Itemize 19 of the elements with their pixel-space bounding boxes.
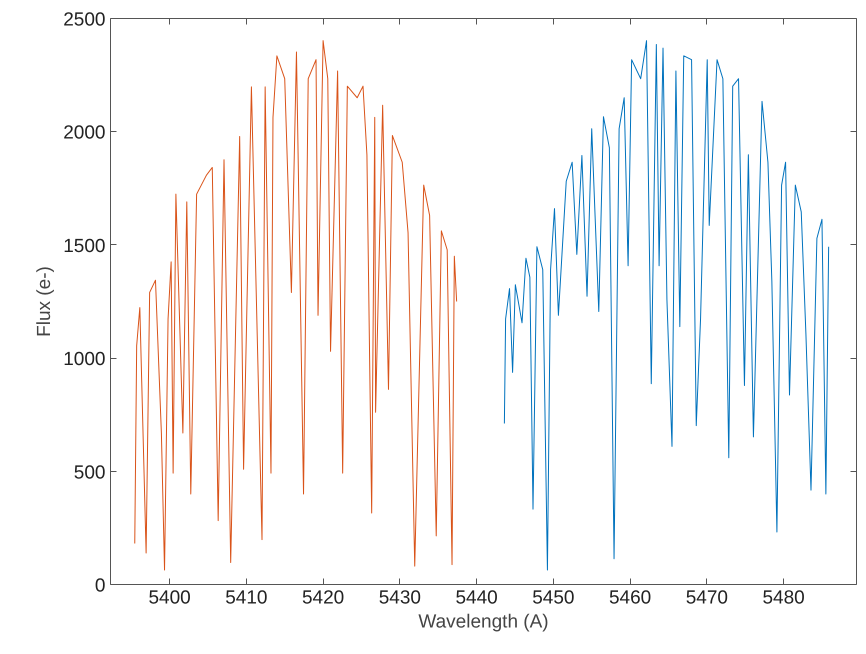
line-series <box>134 40 458 571</box>
x-tick-label: 5480 <box>762 588 805 608</box>
x-tick-label: 5460 <box>608 588 652 608</box>
x-tick-label: 5470 <box>686 588 728 608</box>
x-tick-label: 5410 <box>225 588 268 608</box>
y-tick-label: 1500 <box>63 236 106 257</box>
x-tick-label: 5440 <box>455 588 498 608</box>
y-tick-label: 2000 <box>63 122 106 144</box>
line-series <box>504 40 830 571</box>
y-axis-title: Flux (e-) <box>34 266 56 337</box>
y-tick-label: 500 <box>74 462 106 484</box>
x-tick-label: 5400 <box>148 588 191 608</box>
x-axis-title: Wavelength (A) <box>418 612 549 632</box>
y-tick-label: 2500 <box>63 10 106 30</box>
y-tick-label: 0 <box>94 576 106 596</box>
x-tick-label: 5430 <box>378 588 421 608</box>
x-tick-label: 5420 <box>302 588 344 608</box>
x-tick-label: 5450 <box>532 588 574 608</box>
y-tick-label: 1000 <box>63 349 106 370</box>
